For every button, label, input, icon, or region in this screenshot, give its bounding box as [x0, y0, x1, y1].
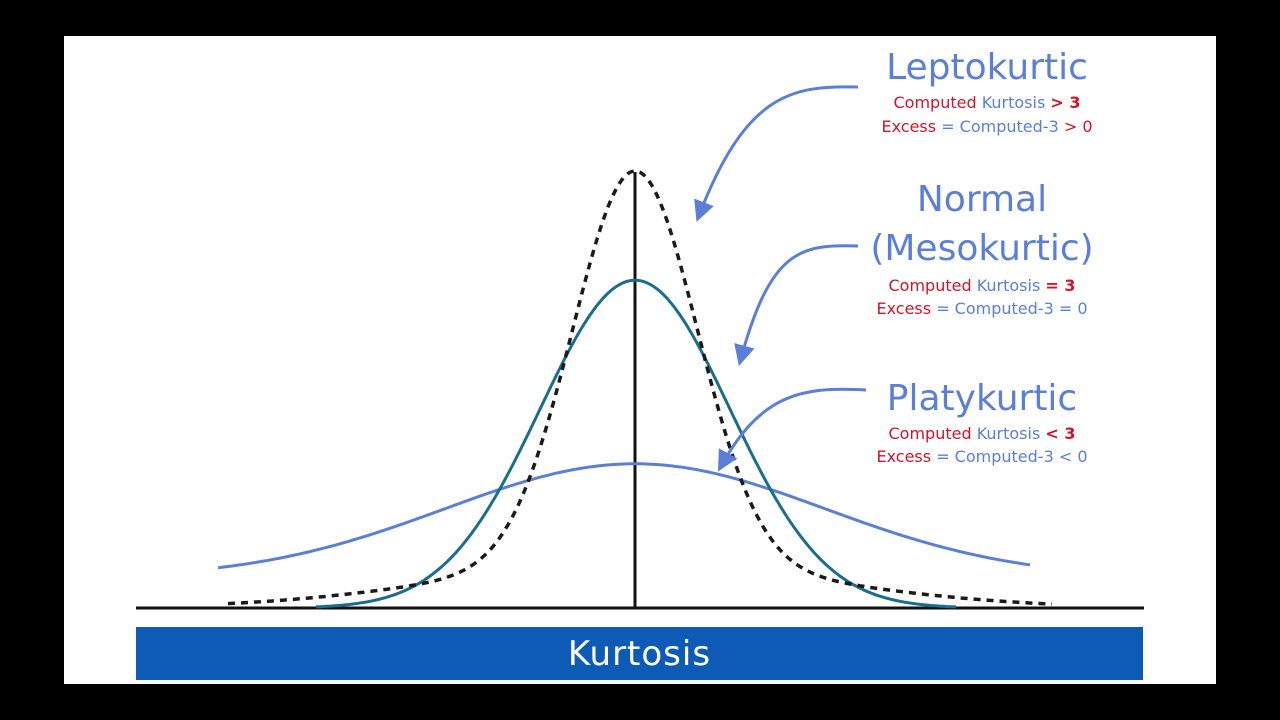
- leptokurtic-line2: Excess = Computed-3 > 0: [881, 117, 1092, 136]
- leptokurtic-line1: Computed Kurtosis > 3: [893, 93, 1080, 112]
- platykurtic-title: Platykurtic: [887, 378, 1077, 419]
- title-banner: Kurtosis: [136, 627, 1143, 680]
- banner-title: Kurtosis: [567, 633, 712, 674]
- leptokurtic-arrow: [694, 85, 859, 222]
- platykurtic-arrow: [717, 387, 867, 472]
- normal-title-line2: (Mesokurtic): [870, 228, 1093, 269]
- normal-arrow: [734, 244, 859, 367]
- platykurtic-line1: Computed Kurtosis < 3: [888, 424, 1075, 443]
- normal-line2: Excess = Computed-3 = 0: [876, 299, 1087, 318]
- normal-line1: Computed Kurtosis = 3: [888, 276, 1075, 295]
- leptokurtic-curve: [227, 169, 1053, 606]
- platykurtic-line2: Excess = Computed-3 < 0: [876, 447, 1087, 466]
- diagram-panel: [64, 36, 1216, 684]
- leptokurtic-title: Leptokurtic: [886, 47, 1088, 88]
- normal-title-line1: Normal: [917, 179, 1047, 220]
- platykurtic-curve: [217, 462, 1031, 570]
